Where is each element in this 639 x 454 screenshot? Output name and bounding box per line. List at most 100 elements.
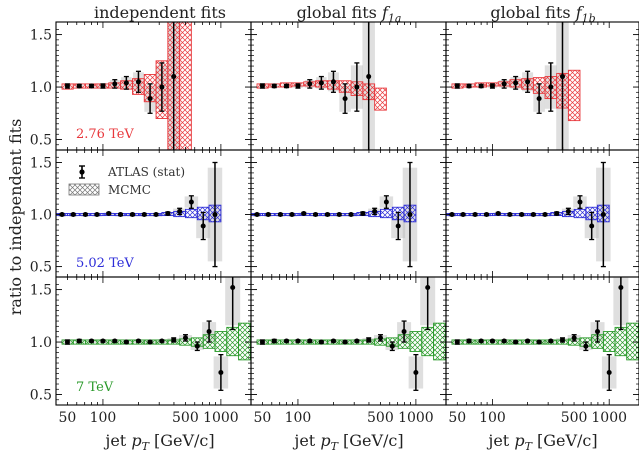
x-tick-label: 100	[90, 410, 117, 426]
data-point	[324, 212, 330, 218]
x-axis-label-1: jet pT [GeV/c]	[292, 431, 403, 453]
data-point	[606, 369, 612, 375]
data-point	[112, 81, 118, 87]
mcmc-band-bin	[214, 331, 228, 352]
panel-r0-c0: 0.5 1.0 1.5	[30, 21, 252, 151]
data-point	[330, 79, 336, 85]
mcmc-band-bin	[185, 208, 198, 219]
data-point	[413, 369, 419, 375]
data-point	[200, 223, 206, 229]
data-point	[289, 212, 295, 218]
data-point	[530, 212, 536, 218]
data-point	[295, 338, 301, 344]
data-point	[123, 339, 129, 345]
panel-plot-area	[256, 22, 387, 150]
data-point	[554, 211, 560, 216]
mcmc-band-bin	[433, 322, 446, 361]
panel-r1-c0: 0.5 1.0 1.5	[30, 149, 252, 278]
data-point	[354, 84, 360, 90]
mcmc-band-bin	[421, 326, 435, 357]
data-point	[284, 83, 290, 89]
data-point	[70, 212, 76, 218]
data-point	[318, 80, 324, 86]
data-point	[583, 343, 589, 349]
y-tick-label: 1.5	[30, 28, 52, 44]
data-point	[395, 223, 401, 229]
panel-plot-area	[256, 277, 446, 391]
mcmc-band-bin	[374, 87, 387, 111]
data-point	[254, 212, 260, 218]
x-tick-label: 50	[448, 410, 466, 426]
data-point	[495, 211, 501, 216]
data-point	[565, 208, 571, 214]
data-point	[600, 212, 606, 218]
panel-plot-area	[61, 22, 192, 150]
data-point	[295, 83, 301, 89]
data-point	[542, 212, 548, 218]
data-point	[259, 339, 265, 345]
legend-marker-icon	[79, 169, 85, 175]
panel-r0-c2	[445, 21, 639, 151]
data-point	[360, 211, 366, 216]
y-tick-label: 0.5	[30, 133, 52, 149]
data-point	[389, 343, 395, 349]
data-point	[489, 338, 495, 344]
energy-label-0: 2.76 TeV	[76, 127, 134, 142]
data-point	[59, 212, 65, 218]
data-point	[425, 284, 431, 290]
data-point	[571, 335, 577, 341]
data-point	[454, 83, 460, 89]
data-point	[536, 96, 542, 102]
data-point	[271, 338, 277, 344]
x-tick-label: 50	[254, 410, 272, 426]
data-point	[484, 212, 490, 218]
data-point	[188, 199, 194, 205]
data-point	[478, 338, 484, 344]
data-point	[82, 212, 88, 218]
data-point	[618, 284, 624, 290]
data-point	[401, 329, 407, 335]
legend-data-label: ATLAS (stat)	[107, 165, 185, 179]
mcmc-band-bin	[226, 326, 240, 357]
data-point	[342, 96, 348, 102]
x-tick-label: 50	[59, 410, 77, 426]
y-tick-label: 0.5	[30, 260, 52, 276]
column-title-2: global fits f1b	[490, 3, 595, 25]
y-tick-label: 0.5	[30, 388, 52, 404]
panel-r1-c2	[445, 149, 639, 278]
data-point	[182, 335, 188, 341]
mcmc-band-bin	[614, 326, 628, 357]
data-point	[318, 339, 324, 345]
y-tick-label: 1.0	[30, 208, 52, 224]
data-point	[559, 74, 565, 80]
data-point	[100, 83, 106, 89]
data-point	[277, 212, 283, 218]
column-title-0: independent fits	[94, 3, 226, 22]
data-point	[259, 83, 265, 89]
data-point	[589, 223, 595, 229]
data-point	[307, 81, 313, 87]
legend-band-label: MCMC	[108, 183, 151, 197]
data-point	[212, 212, 218, 218]
data-point	[330, 338, 336, 344]
x-tick-label: 500	[561, 410, 588, 426]
x-tick-label: 1000	[398, 410, 434, 426]
x-axis-label-2: jet pT [GeV/c]	[486, 431, 597, 453]
data-point	[147, 96, 153, 102]
data-point	[595, 329, 601, 335]
x-tick-label: 100	[479, 410, 506, 426]
data-point	[159, 338, 165, 344]
energy-label-1: 5.02 TeV	[76, 256, 134, 271]
data-point	[507, 212, 513, 218]
data-point	[513, 339, 519, 345]
data-point	[519, 212, 525, 218]
data-point	[147, 339, 153, 345]
data-point	[171, 337, 177, 343]
panel-plot-area	[451, 277, 639, 391]
data-point	[265, 212, 271, 218]
data-point	[366, 337, 372, 343]
data-point	[64, 83, 70, 89]
data-point	[354, 338, 360, 344]
data-point	[472, 212, 478, 218]
panel-r2-c1: 50 100 500 1000	[250, 276, 447, 426]
